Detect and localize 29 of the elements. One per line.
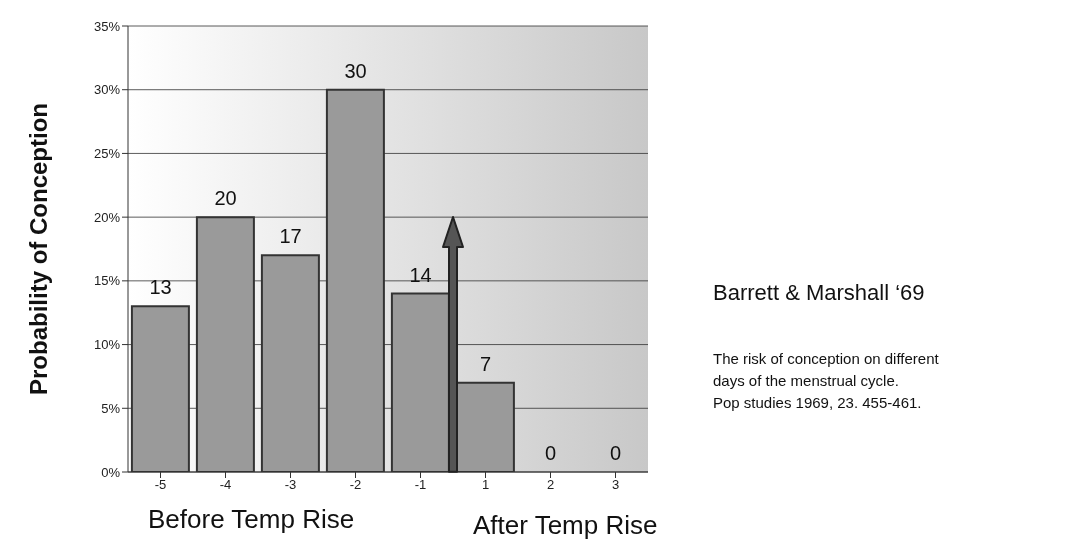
x-tick-label: -1 bbox=[414, 477, 427, 493]
x-tick-label: -2 bbox=[349, 477, 362, 493]
y-tick-label: 10% bbox=[93, 337, 121, 353]
y-tick-label: 0% bbox=[101, 464, 121, 480]
y-tick-label: 30% bbox=[93, 82, 121, 98]
x-tick-label: -5 bbox=[154, 477, 167, 493]
y-axis-title: Probability of Conception bbox=[24, 103, 52, 395]
x-tick-label: 3 bbox=[611, 477, 620, 493]
text: After Temp Rise bbox=[473, 510, 658, 541]
data-label: 20 bbox=[214, 187, 237, 210]
text: Before Temp Rise bbox=[148, 504, 355, 535]
x-tick-label: -4 bbox=[219, 477, 232, 493]
text: The risk of conception on different days of the menstrual cycle. Pop studies 1969, 23. 455-461. bbox=[713, 349, 939, 413]
data-label: 0 bbox=[609, 442, 622, 464]
data-label: 7 bbox=[479, 352, 492, 375]
x-tick-label: 2 bbox=[546, 477, 555, 493]
x-tick-label: -3 bbox=[284, 477, 297, 493]
data-label: 13 bbox=[149, 276, 172, 299]
text: Barrett & Marshall ‘69 bbox=[713, 280, 925, 306]
data-label: 17 bbox=[279, 225, 302, 248]
data-label: 14 bbox=[409, 263, 432, 286]
data-label: 0 bbox=[544, 442, 557, 464]
y-tick-label: 15% bbox=[93, 273, 121, 289]
x-tick-label: 1 bbox=[481, 477, 490, 493]
data-label: 30 bbox=[344, 59, 367, 82]
y-tick-label: 35% bbox=[93, 18, 121, 34]
y-tick-label: 20% bbox=[93, 209, 121, 225]
y-tick-label: 25% bbox=[93, 146, 121, 162]
y-tick-label: 5% bbox=[101, 400, 121, 416]
